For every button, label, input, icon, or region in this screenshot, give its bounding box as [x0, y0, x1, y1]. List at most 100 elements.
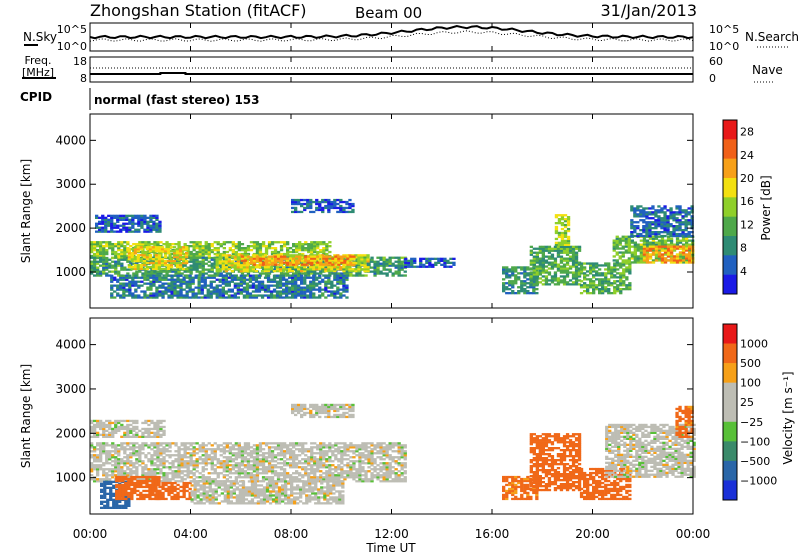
- heatmap-cell: [148, 265, 153, 269]
- heatmap-cell: [560, 235, 565, 239]
- heatmap-cell: [132, 462, 136, 465]
- heatmap-cell: [619, 278, 623, 281]
- heatmap-cell: [153, 474, 157, 477]
- heatmap-cell: [310, 250, 314, 254]
- heatmap-cell: [216, 243, 220, 246]
- heatmap-cell: [174, 444, 178, 447]
- heatmap-cell: [382, 264, 386, 267]
- heatmap-cell: [198, 245, 202, 248]
- heatmap-cell: [162, 466, 166, 469]
- heatmap-cell: [324, 296, 328, 299]
- heatmap-cell: [333, 264, 337, 267]
- heatmap-cell: [90, 250, 94, 254]
- heatmap-cell: [102, 247, 106, 250]
- heatmap-cell: [173, 280, 177, 283]
- heatmap-cell: [230, 260, 234, 263]
- heatmap-cell: [565, 261, 570, 264]
- heatmap-cell: [688, 251, 692, 254]
- heatmap-cell: [137, 222, 141, 225]
- heatmap-cell: [297, 286, 301, 289]
- heatmap-cell: [334, 255, 338, 258]
- heatmap-cell: [339, 278, 343, 281]
- heatmap-cell: [376, 264, 380, 267]
- heatmap-cell: [651, 247, 656, 250]
- heatmap-cell: [315, 266, 319, 269]
- heatmap-cell: [258, 454, 263, 457]
- heatmap-cell: [210, 243, 214, 246]
- heatmap-cell: [102, 448, 106, 451]
- heatmap-cell: [177, 458, 181, 461]
- heatmap-cell: [318, 290, 322, 293]
- heatmap-cell: [672, 259, 677, 262]
- heatmap-cell: [663, 217, 667, 220]
- heatmap-cell: [642, 213, 646, 216]
- heatmap-cell: [130, 259, 134, 263]
- heatmap-cell: [642, 259, 647, 262]
- heatmap-cell: [192, 266, 196, 269]
- heatmap-cell: [348, 204, 352, 208]
- heatmap-cell: [245, 282, 250, 285]
- heatmap-cell: [517, 292, 521, 295]
- heatmap-cell: [237, 245, 241, 248]
- heatmap-cell: [616, 288, 620, 291]
- heatmap-cell: [207, 268, 211, 271]
- heatmap-cell: [579, 268, 584, 271]
- heatmap-cell: [160, 246, 165, 249]
- heatmap-cell: [275, 280, 280, 283]
- heatmap-cell: [505, 286, 509, 289]
- heatmap-cell: [198, 456, 202, 459]
- heatmap-cell: [559, 257, 564, 260]
- heatmap-cell: [541, 251, 545, 254]
- heatmap-cell: [619, 292, 623, 295]
- heatmap-cell: [373, 274, 377, 277]
- heatmap-cell: [123, 256, 127, 260]
- heatmap-cell: [116, 230, 120, 233]
- heatmap-cell: [140, 214, 144, 217]
- heatmap-cell: [221, 282, 225, 285]
- heatmap-cell: [114, 254, 118, 258]
- heatmap-cell: [222, 270, 226, 273]
- heatmap-cell: [437, 261, 441, 264]
- heatmap-cell: [159, 454, 163, 457]
- heatmap-cell: [295, 268, 299, 271]
- heatmap-cell: [120, 468, 124, 471]
- heatmap-cell: [684, 221, 688, 224]
- heatmap-cell: [508, 270, 512, 273]
- heatmap-cell: [678, 245, 683, 248]
- heatmap-cell: [619, 280, 623, 283]
- heatmap-cell: [234, 250, 238, 254]
- heatmap-cell: [113, 290, 117, 293]
- heatmap-cell: [684, 234, 688, 238]
- colorbar-segment: [723, 274, 737, 295]
- heatmap-cell: [126, 474, 130, 477]
- heatmap-cell: [207, 458, 211, 461]
- heatmap-cell: [192, 460, 196, 463]
- heatmap-cell: [131, 224, 135, 227]
- heatmap-cell: [156, 241, 160, 244]
- heatmap-cell: [230, 290, 234, 293]
- heatmap-cell: [257, 284, 262, 287]
- heatmap-cell: [511, 290, 515, 293]
- heatmap-cell: [434, 257, 438, 260]
- heatmap-cell: [660, 259, 665, 262]
- heatmap-cell: [156, 466, 160, 469]
- heatmap-cell: [189, 266, 193, 269]
- heatmap-cell: [242, 278, 247, 281]
- heatmap-cell: [123, 252, 127, 256]
- heatmap-cell: [669, 239, 674, 242]
- heatmap-cell: [511, 292, 515, 295]
- heatmap-cell: [358, 264, 362, 267]
- heatmap-cell: [110, 276, 114, 279]
- heatmap-cell: [615, 237, 619, 240]
- heatmap-cell: [93, 247, 97, 250]
- heatmap-cell: [128, 280, 132, 283]
- heatmap-cell: [557, 243, 562, 246]
- heatmap-cell: [213, 450, 217, 453]
- heatmap-cell: [294, 200, 298, 204]
- heatmap-cell: [633, 231, 637, 234]
- heatmap-cell: [93, 466, 97, 469]
- heatmap-cell: [246, 460, 251, 463]
- heatmap-cell: [628, 272, 632, 275]
- heatmap-cell: [165, 466, 169, 469]
